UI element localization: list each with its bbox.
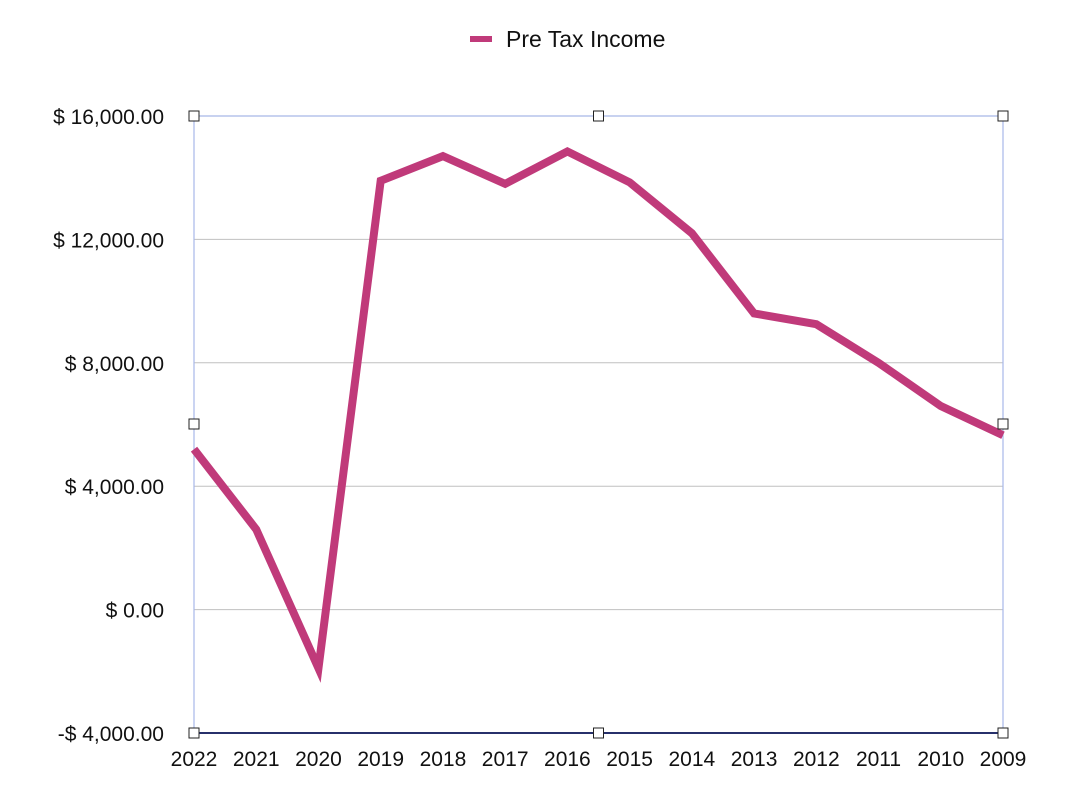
- selection-handles[interactable]: [188, 110, 1009, 739]
- resize-handle-top-left[interactable]: [188, 110, 200, 122]
- y-tick-label-2: $ 8,000.00: [65, 353, 164, 376]
- x-axis-tick-labels: 2022 2021 2020 2019 2018 2017 2016 2015 2014 2013…: [171, 748, 1027, 771]
- x-tick-label-2019: 2019: [357, 748, 404, 771]
- x-tick-label-2020: 2020: [295, 748, 342, 771]
- resize-handle-top-right[interactable]: [997, 110, 1009, 122]
- plot-frame: [193, 115, 1004, 734]
- x-tick-label-2012: 2012: [793, 748, 840, 771]
- series-line-0: [190, 146, 1005, 683]
- x-tick-label-2015: 2015: [606, 748, 653, 771]
- y-tick-label-5: -$ 4,000.00: [58, 723, 164, 746]
- series-pre-tax-income: [190, 146, 1005, 683]
- x-tick-label-2011: 2011: [856, 748, 901, 771]
- x-tick-label-2009: 2009: [980, 748, 1027, 771]
- x-tick-label-2018: 2018: [420, 748, 467, 771]
- y-axis-tick-labels: $ 16,000.00 $ 12,000.00 $ 8,000.00 $ 4,000.…: [53, 106, 164, 746]
- resize-handle-middle-left[interactable]: [188, 418, 200, 430]
- y-tick-label-4: $ 0.00: [106, 600, 164, 623]
- x-tick-label-2022: 2022: [171, 748, 218, 771]
- resize-handle-top-center[interactable]: [593, 110, 604, 122]
- x-tick-label-2010: 2010: [917, 748, 964, 771]
- y-tick-label-1: $ 12,000.00: [53, 229, 164, 252]
- y-tick-label-3: $ 4,000.00: [65, 476, 164, 499]
- x-tick-label-2014: 2014: [668, 748, 715, 771]
- x-tick-label-2016: 2016: [544, 748, 591, 771]
- resize-handle-bottom-left[interactable]: [188, 727, 200, 739]
- legend-label-pre-tax-income: Pre Tax Income: [506, 26, 665, 52]
- resize-handle-bottom-right[interactable]: [997, 727, 1009, 739]
- y-tick-label-0: $ 16,000.00: [53, 106, 164, 129]
- resize-handle-bottom-center[interactable]: [593, 727, 604, 739]
- x-tick-label-2017: 2017: [482, 748, 529, 771]
- x-tick-label-2013: 2013: [731, 748, 778, 771]
- x-tick-label-2021: 2021: [233, 748, 280, 771]
- resize-handle-middle-right[interactable]: [997, 418, 1009, 430]
- legend: Pre Tax Income: [470, 26, 665, 52]
